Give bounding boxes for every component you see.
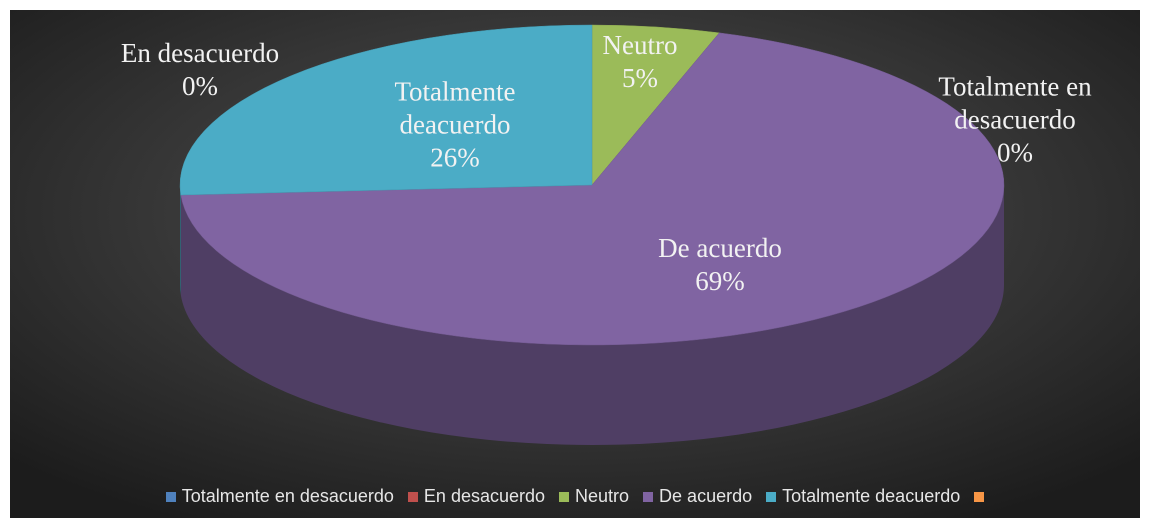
data-label-category: De acuerdo [658,233,782,263]
legend-swatch [643,491,654,502]
legend-swatch [559,491,570,502]
legend-swatch [407,491,418,502]
data-label-value: 69% [695,266,745,296]
data-label: De acuerdo 69% [610,232,830,298]
data-label-value: 0% [182,71,218,101]
legend-item: Totalmente deacuerdo [766,486,960,507]
data-label-value: 0% [997,137,1033,168]
legend: Totalmente en desacuerdo En desacuerdo Neu… [0,486,1150,507]
legend-item: Neutro [559,486,629,507]
data-label-value: 5% [622,63,658,93]
pie-slice [179,24,593,196]
data-label: Neutro 5% [585,29,695,95]
pie-side [180,185,181,296]
pie-side [180,185,1004,445]
legend-swatch [766,491,777,502]
legend-swatch [974,491,985,502]
legend-label: De acuerdo [659,486,753,506]
data-label-category: Totalmente deacuerdo [394,76,516,140]
legend-label: Totalmente en desacuerdo [181,486,394,506]
data-label-category: En desacuerdo [120,38,280,68]
legend-swatch [165,491,176,502]
legend-label: Neutro [575,486,630,506]
legend-label: En desacuerdo [423,486,546,506]
legend-item [974,486,985,507]
data-label-category: Totalmente en desacuerdo [938,71,1092,135]
data-label: En desacuerdo 0% [100,37,300,103]
data-label-category: Neutro [602,30,678,60]
legend-item: En desacuerdo [407,486,546,507]
data-label-value: 26% [430,142,480,173]
data-label: Totalmente deacuerdo 26% [360,76,550,175]
data-label: Totalmente en desacuerdo 0% [910,71,1120,170]
legend-label: Totalmente deacuerdo [782,486,961,506]
legend-item: Totalmente en desacuerdo [165,486,394,507]
pie-slice [180,32,1005,346]
legend-item: De acuerdo [643,486,752,507]
